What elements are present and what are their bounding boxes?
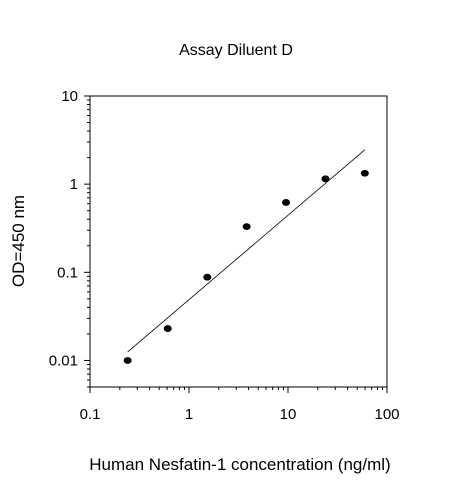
- x-tick-label: 10: [280, 406, 297, 423]
- y-tick-label: 0.01: [49, 352, 78, 369]
- regression-line: [127, 149, 366, 353]
- y-axis-label: OD=450 nm: [9, 195, 28, 287]
- y-tick-label: 10: [61, 88, 78, 105]
- x-tick-label: 1: [185, 406, 193, 423]
- plot-frame: [89, 95, 388, 388]
- y-axis: 0.01 0.1 1 10: [49, 88, 90, 388]
- data-point: [282, 199, 291, 206]
- data-point: [123, 357, 132, 364]
- data-point: [321, 175, 330, 183]
- x-tick-label: 100: [374, 406, 399, 423]
- data-point: [163, 325, 172, 332]
- y-tick-label: 1: [70, 176, 78, 193]
- data-point: [203, 273, 212, 281]
- data-point: [360, 169, 369, 177]
- x-tick-label: 0.1: [80, 406, 101, 423]
- data-points: [123, 169, 369, 364]
- x-axis: 0.1 1 10 100: [80, 387, 400, 423]
- x-axis-label: Human Nesfatin-1 concentration (ng/ml): [89, 455, 390, 474]
- y-tick-label: 0.1: [57, 264, 78, 281]
- data-point: [242, 223, 251, 230]
- chart-title: Assay Diluent D: [179, 42, 293, 59]
